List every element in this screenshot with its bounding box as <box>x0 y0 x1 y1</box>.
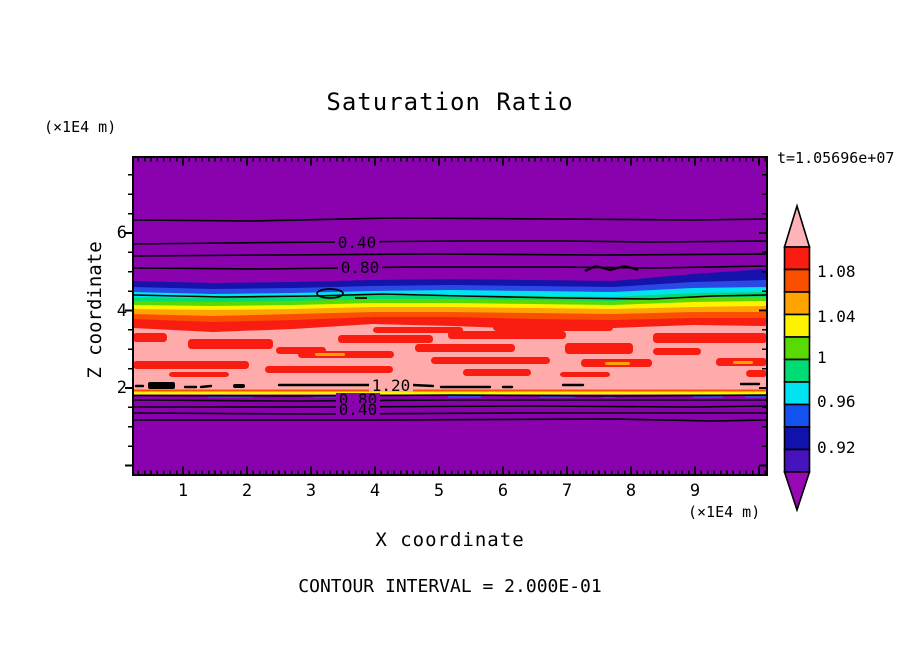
contour-lines <box>133 217 767 422</box>
x-axis-units: (×1E4 m) <box>688 503 761 521</box>
time-annotation: t=1.05696e+07 <box>777 149 895 167</box>
contour-interval-note: CONTOUR INTERVAL = 2.000E-01 <box>298 576 602 597</box>
x-tick-label: 6 <box>497 481 509 501</box>
contour-line-label: 0.40 <box>336 402 380 418</box>
z-tick-label: 6 <box>116 223 127 243</box>
x-tick-label: 4 <box>369 481 381 501</box>
colorbar-tick-label: 1 <box>817 348 827 367</box>
x-tick-label: 5 <box>433 481 445 501</box>
z-tick-label: 2 <box>116 378 127 398</box>
contour-line-label: 1.20 <box>369 377 413 393</box>
colorbar-tick-label: 0.96 <box>817 392 856 411</box>
axis-ticks <box>125 156 768 476</box>
z-tick-label: 4 <box>116 300 127 321</box>
colorbar-tick-label: 1.08 <box>817 262 856 281</box>
saturation-field <box>133 157 767 475</box>
x-tick-label: 9 <box>689 481 701 501</box>
colorbar <box>783 203 811 513</box>
colorbar-tick-label: 1.04 <box>817 307 856 326</box>
x-tick-label: 7 <box>561 481 573 501</box>
x-tick-label: 1 <box>177 481 189 501</box>
chart-title: Saturation Ratio <box>326 88 574 116</box>
contour-line-label: 0.80 <box>338 259 382 275</box>
contour-line-label: 0.40 <box>335 234 379 250</box>
colorbar-tick-label: 0.92 <box>817 438 856 457</box>
x-tick-label: 2 <box>241 481 253 501</box>
x-axis-label: X coordinate <box>375 529 525 551</box>
x-tick-label: 8 <box>625 481 637 501</box>
x-tick-label: 3 <box>305 481 317 501</box>
y-axis-units: (×1E4 m) <box>44 118 117 136</box>
